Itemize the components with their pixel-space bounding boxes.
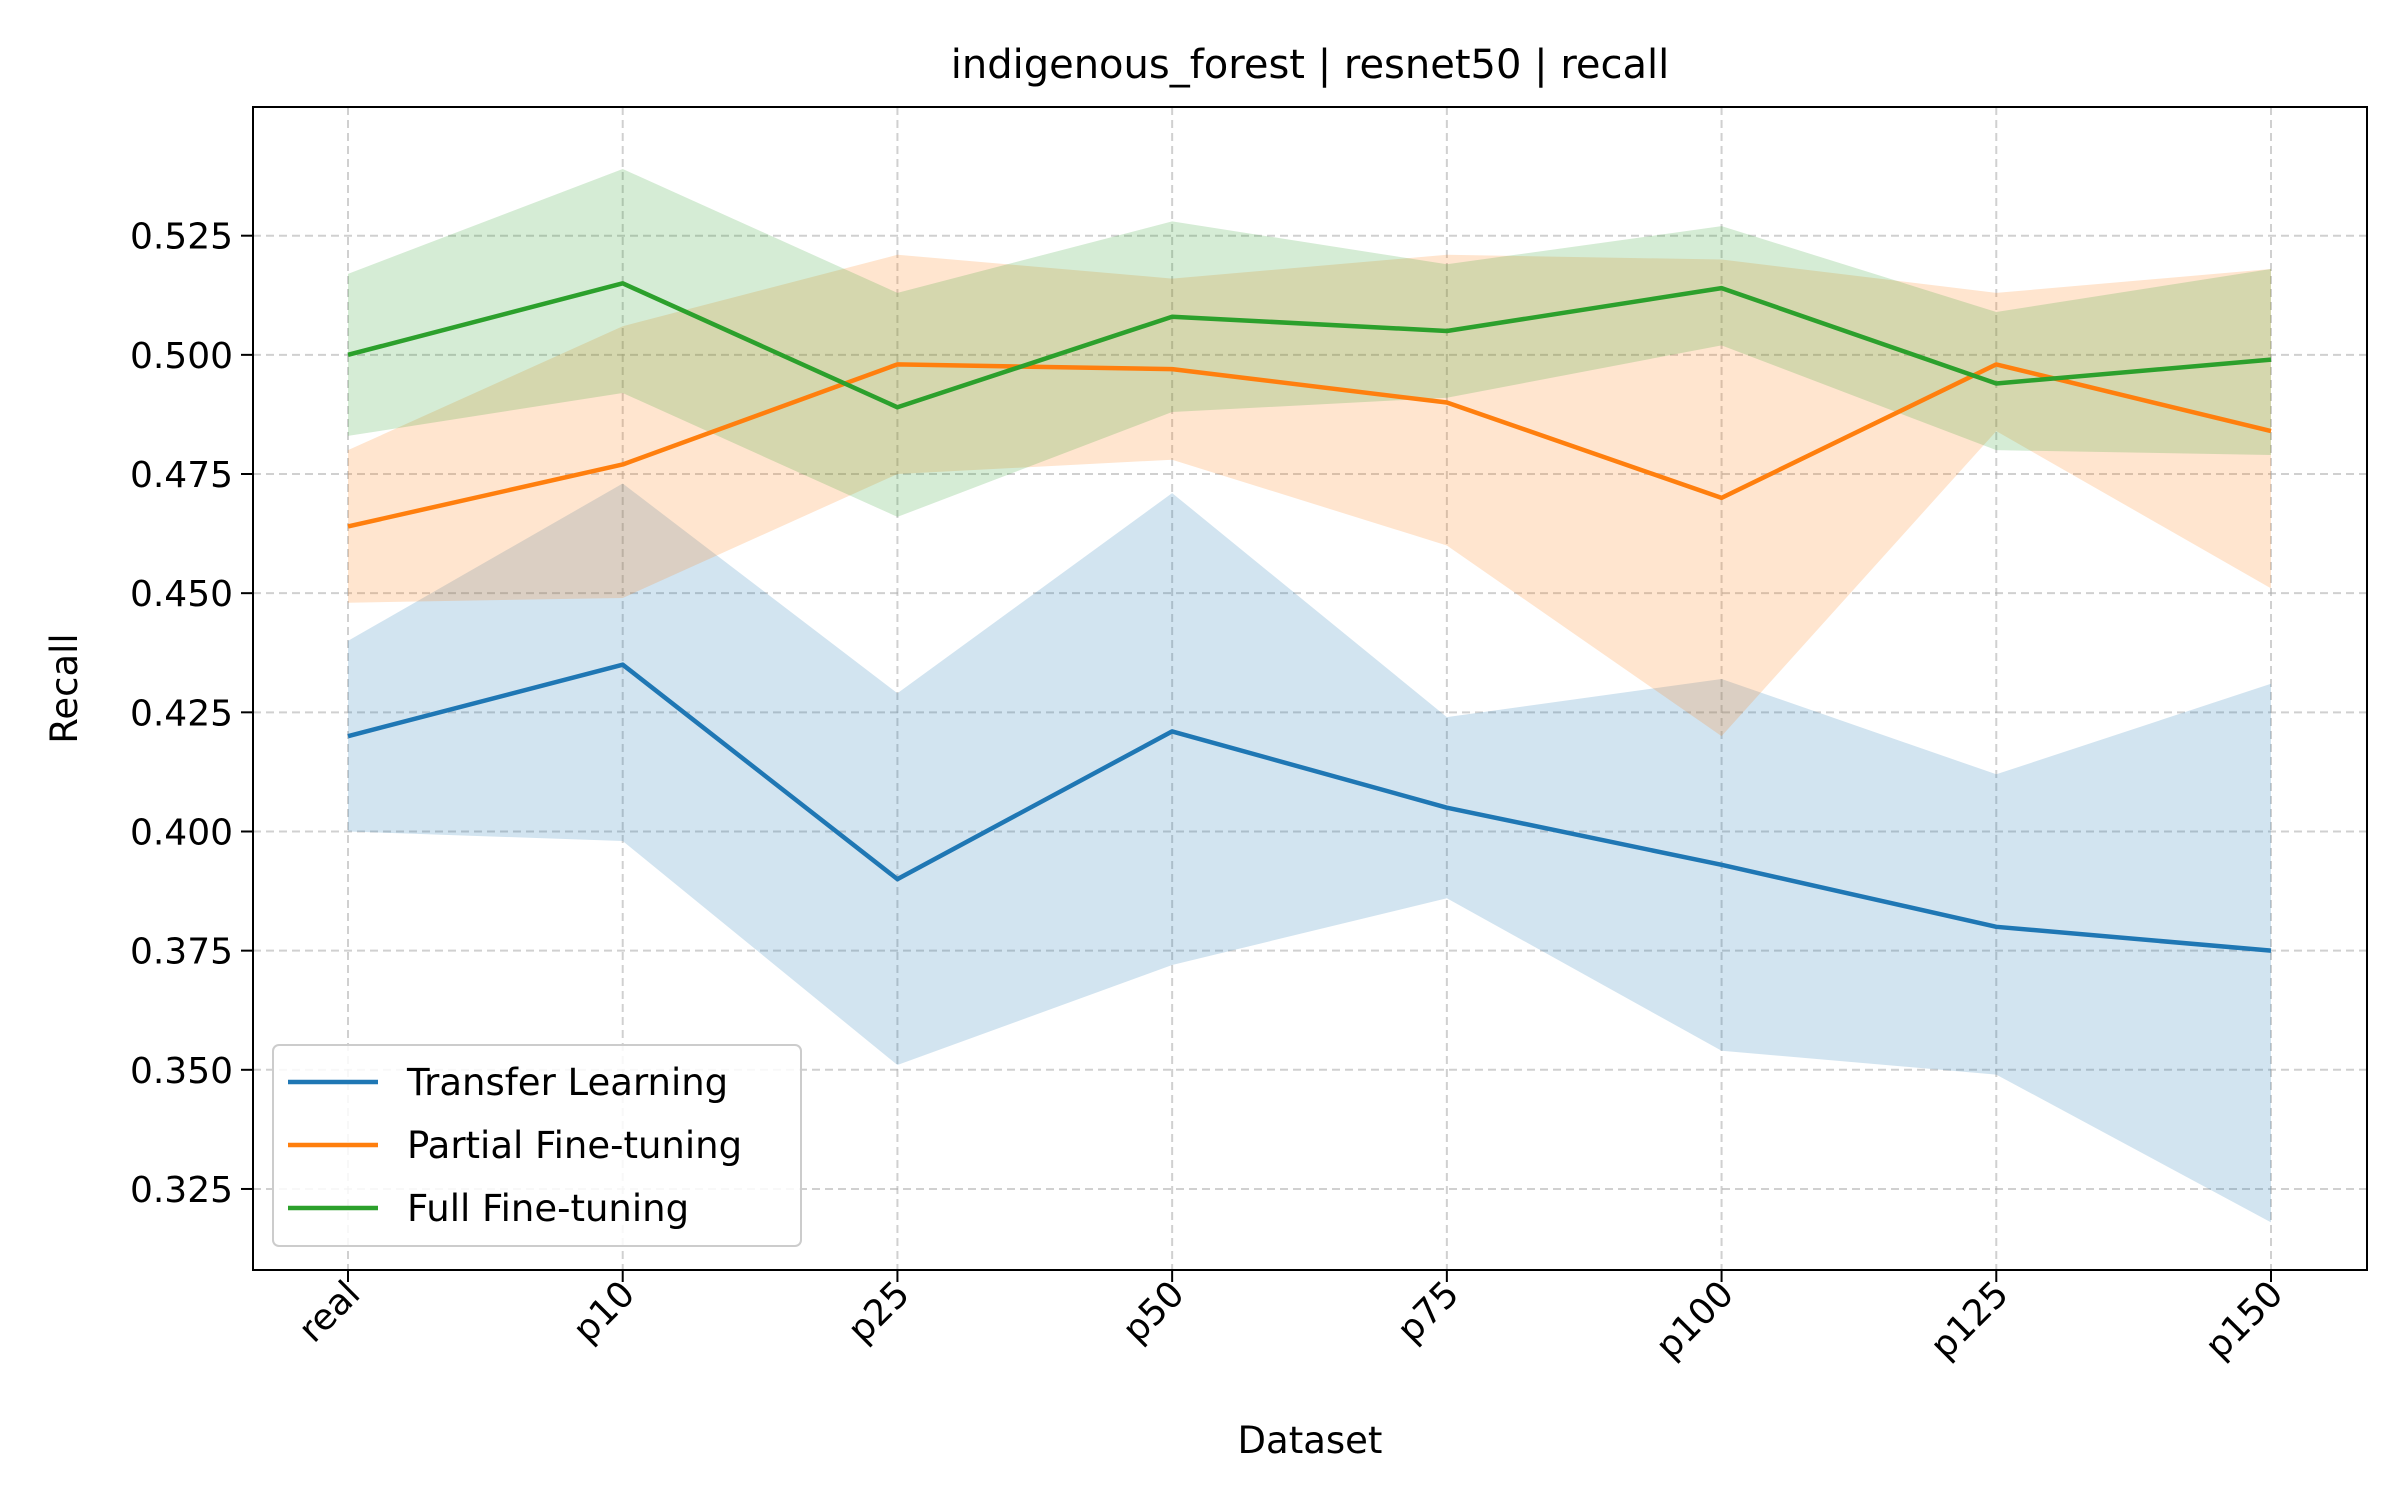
y-tick-label: 0.500	[130, 336, 233, 377]
chart-title: indigenous_forest | resnet50 | recall	[951, 42, 1670, 88]
series-line-1	[347, 662, 2272, 953]
legend-label: Transfer Learning	[406, 1061, 728, 1104]
legend-label: Partial Fine-tuning	[407, 1124, 742, 1167]
y-axis-ticks: 0.325 0.350 0.375 0.400 0.425 0.450 0.475 0.500…	[130, 217, 253, 1211]
y-tick-label: 0.450	[130, 574, 233, 615]
series-line-2	[347, 362, 2272, 529]
y-tick-label: 0.475	[130, 455, 233, 496]
legend-item-2: Partial Fine-tuning	[288, 1124, 742, 1167]
legend: Transfer Learning Partial Fine-tuning Full…	[272, 1044, 802, 1247]
y-tick-label: 0.350	[130, 1051, 233, 1092]
series-line-3	[347, 281, 2272, 410]
x-axis-label: Dataset	[1238, 1419, 1383, 1462]
band-3	[348, 168, 2271, 517]
plot-area-frame	[252, 106, 2368, 1271]
y-tick-label: 0.425	[130, 693, 233, 734]
legend-item-1: Transfer Learning	[288, 1061, 728, 1104]
y-tick-label: 0.525	[130, 217, 233, 258]
series-lines	[347, 281, 2272, 953]
legend-box	[272, 1044, 802, 1247]
legend-label: Full Fine-tuning	[407, 1187, 689, 1230]
grid	[253, 107, 2367, 1270]
band-1	[348, 483, 2271, 1223]
legend-item-3: Full Fine-tuning	[288, 1187, 689, 1230]
y-tick-label: 0.325	[130, 1170, 233, 1211]
y-tick-label: 0.375	[130, 932, 233, 973]
y-axis-label: Recall	[43, 633, 86, 743]
y-tick-label: 0.400	[130, 812, 233, 853]
